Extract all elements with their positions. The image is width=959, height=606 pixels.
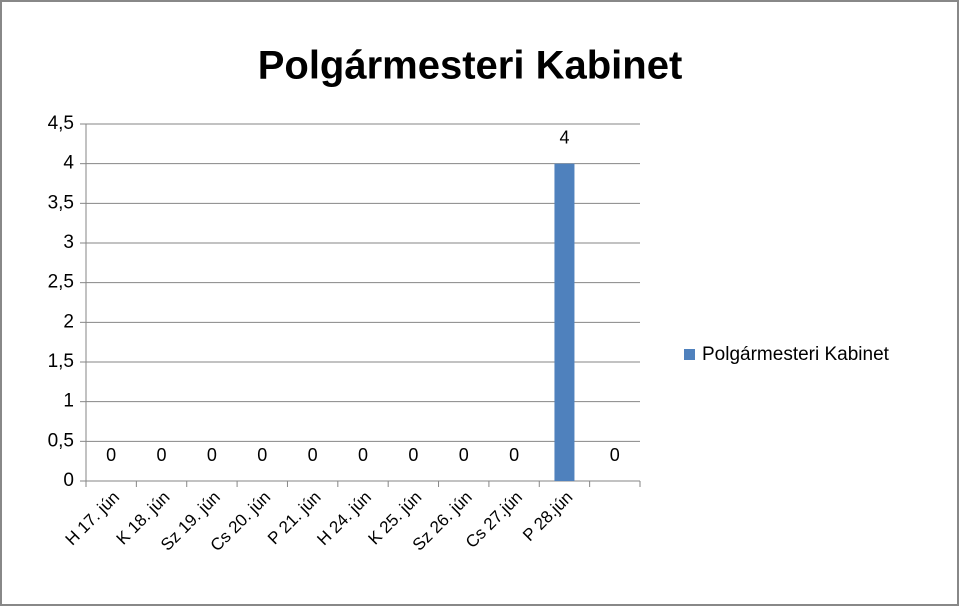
data-label: 0 xyxy=(459,445,469,465)
data-label: 0 xyxy=(610,445,620,465)
data-label: 4 xyxy=(559,127,569,147)
y-tick-label: 1 xyxy=(63,391,74,412)
y-tick-label: 2 xyxy=(63,311,74,332)
data-label: 0 xyxy=(157,445,167,465)
y-tick-label: 2,5 xyxy=(48,272,74,293)
y-tick-label: 0,5 xyxy=(48,430,74,451)
data-label: 0 xyxy=(358,445,368,465)
legend-label: Polgármesteri Kabinet xyxy=(702,344,890,365)
y-tick-label: 3 xyxy=(63,232,74,253)
y-tick-label: 1,5 xyxy=(48,351,74,372)
legend-swatch xyxy=(684,349,695,360)
chart-title: Polgármesteri Kabinet xyxy=(258,44,683,88)
data-label: 0 xyxy=(308,445,318,465)
y-tick-label: 3,5 xyxy=(48,192,74,213)
y-tick-label: 4,5 xyxy=(48,113,74,134)
y-tick-label: 0 xyxy=(63,470,74,491)
y-tick-label: 4 xyxy=(63,153,74,174)
bar xyxy=(554,163,575,481)
data-label: 0 xyxy=(257,445,267,465)
data-label: 0 xyxy=(408,445,418,465)
data-label: 0 xyxy=(106,445,116,465)
data-label: 0 xyxy=(207,445,217,465)
data-label: 0 xyxy=(509,445,519,465)
